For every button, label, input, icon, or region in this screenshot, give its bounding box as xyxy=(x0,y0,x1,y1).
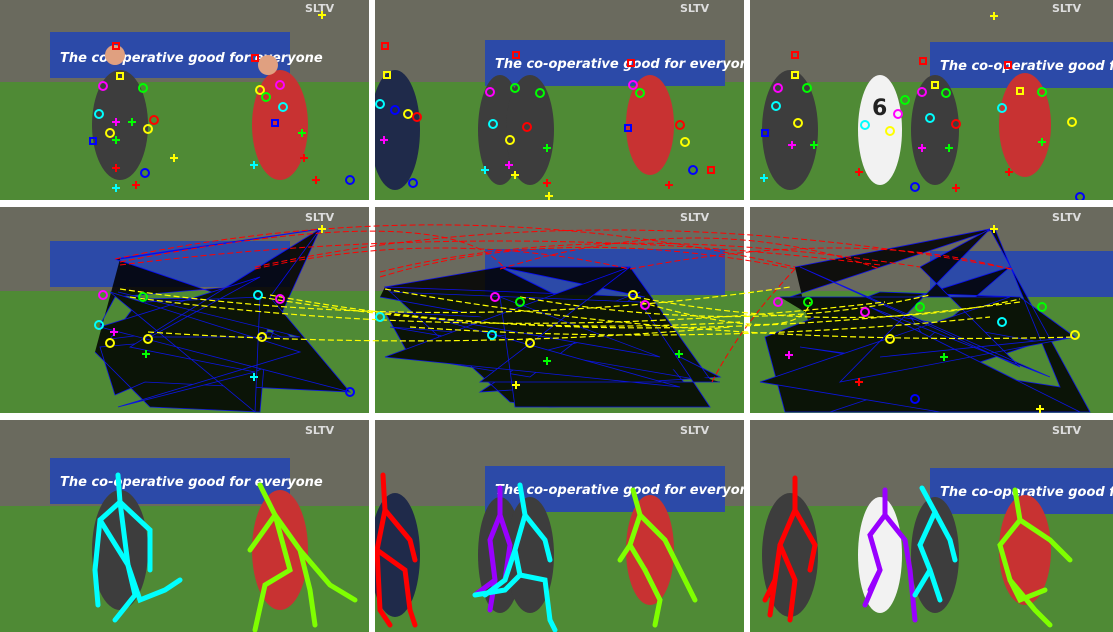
sltv-logo: SLTV xyxy=(680,211,710,224)
panel-skeletons-frame-1: The co-operative good for everyone SLTV xyxy=(0,420,369,632)
sltv-logo: SLTV xyxy=(305,211,335,224)
sltv-logo: SLTV xyxy=(680,424,710,437)
banner-text: The co-operative good for everyone xyxy=(940,59,1113,74)
banner-text: The co-operative good for everyone xyxy=(495,57,744,72)
frame-image: The co-operative good for everyone SLTV xyxy=(375,420,744,632)
plus-markers xyxy=(112,11,326,192)
skeleton-player-green xyxy=(617,487,698,628)
skeleton-player-2 xyxy=(247,482,358,632)
jersey-number: 6 xyxy=(872,96,887,121)
banner-text: The co-operative good for everyone xyxy=(495,483,744,498)
sltv-logo: SLTV xyxy=(1052,2,1082,15)
skeleton-player-cyan xyxy=(912,485,958,603)
skeleton-player-red xyxy=(375,472,418,628)
panel-graph-row: SLTV SLTV SLTV xyxy=(0,207,1113,413)
frame-image: The co-operative good for everyone SLTV xyxy=(375,0,744,200)
panel-detections-frame-2: The co-operative good for everyone SLTV xyxy=(375,0,744,200)
frame-image: The co-operative good for everyone SLTV … xyxy=(750,0,1113,200)
panel-skeletons-frame-2: The co-operative good for everyone SLTV xyxy=(375,420,744,632)
keypoint-markers xyxy=(375,42,715,188)
panel-detections-frame-1: The co-operative good for everyone SLTV xyxy=(0,0,369,200)
skeleton-player-green xyxy=(997,487,1073,628)
keypoint-markers xyxy=(89,42,355,185)
skeleton-player-cyan xyxy=(472,482,558,632)
sltv-logo: SLTV xyxy=(305,2,335,15)
frame-image: The co-operative good for everyone SLTV xyxy=(750,420,1113,632)
banner-text: The co-operative good for everyone xyxy=(940,485,1113,500)
sltv-logo: SLTV xyxy=(305,424,335,437)
plus-markers xyxy=(380,136,673,200)
sltv-logo: SLTV xyxy=(680,2,710,15)
keypoint-markers xyxy=(761,51,1085,200)
banner-text: The co-operative good for everyone xyxy=(60,475,323,490)
graph-image: SLTV SLTV SLTV xyxy=(0,207,1113,413)
temporal-edges-red xyxy=(114,224,1013,383)
plus-markers xyxy=(760,12,1046,192)
skeleton-player-red xyxy=(762,475,818,623)
skeleton-player-1 xyxy=(92,472,183,623)
graph-nodes xyxy=(94,290,1080,404)
banner-text: The co-operative good for everyone xyxy=(60,51,323,66)
frame-image: The co-operative good for everyone SLTV xyxy=(0,0,369,200)
sltv-logo: SLTV xyxy=(1052,211,1082,224)
panel-skeletons-frame-3: The co-operative good for everyone SLTV xyxy=(750,420,1113,632)
sltv-logo: SLTV xyxy=(1052,424,1082,437)
frame-image: The co-operative good for everyone SLTV xyxy=(0,420,369,632)
panel-detections-frame-3: The co-operative good for everyone SLTV … xyxy=(750,0,1113,200)
graph-plus-nodes xyxy=(110,225,1044,413)
